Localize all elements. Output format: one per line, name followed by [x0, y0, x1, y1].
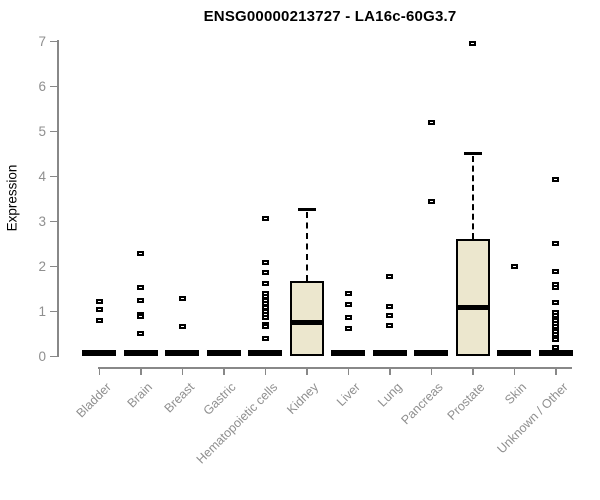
outlier-point [178, 296, 186, 302]
x-category-label: Bladder [73, 380, 114, 421]
whisker [471, 155, 474, 239]
y-tick-label: 1 [38, 303, 46, 319]
outlier-point [261, 270, 269, 276]
y-axis-line [57, 40, 59, 357]
outlier-point [261, 314, 269, 320]
y-tick [50, 355, 57, 357]
median-line [455, 304, 490, 310]
box [455, 239, 490, 356]
y-tick [50, 40, 57, 42]
y-tick [50, 130, 57, 132]
chart-title: ENSG00000213727 - LA16c-60G3.7 [203, 8, 457, 25]
outlier-point [386, 304, 393, 309]
y-tick-label: 3 [38, 213, 46, 229]
outlier-point [261, 336, 269, 342]
outlier-point [344, 301, 352, 307]
y-tick [50, 220, 57, 222]
x-category-label: Breast [161, 380, 197, 416]
outlier-point [386, 323, 393, 329]
y-tick-label: 6 [38, 78, 46, 94]
outlier-point [95, 317, 103, 323]
x-category-label: Lung [374, 380, 405, 410]
y-tick [50, 85, 57, 87]
outlier-point [552, 176, 559, 182]
y-tick [50, 310, 57, 312]
outlier-point [261, 259, 269, 265]
outlier-point [427, 198, 435, 204]
x-category-label: Skin [501, 380, 529, 408]
outlier-point [137, 297, 144, 303]
outlier-point [261, 324, 269, 330]
x-tick [98, 367, 100, 375]
x-tick [347, 367, 349, 375]
outlier-point [95, 307, 103, 313]
y-tick [50, 265, 57, 267]
zero-bar [123, 350, 158, 356]
outlier-point [261, 216, 269, 222]
outlier-point [427, 120, 435, 126]
median-line [289, 319, 324, 325]
whisker-cap [297, 208, 316, 212]
x-tick [513, 367, 515, 375]
x-tick [264, 367, 266, 375]
outlier-point [344, 325, 352, 331]
x-category-label: Gastric [200, 380, 239, 418]
whisker-cap [463, 152, 482, 155]
outlier-point [552, 344, 559, 350]
y-tick-label: 5 [38, 123, 46, 139]
x-tick [140, 367, 142, 375]
x-tick [306, 367, 308, 375]
x-category-label: Liver [333, 380, 363, 410]
outlier-point [386, 313, 393, 318]
y-tick-label: 4 [38, 168, 46, 184]
outlier-point [510, 264, 518, 270]
y-tick-label: 2 [38, 258, 46, 274]
x-category-label: Unknown / Other [494, 380, 571, 457]
y-tick [50, 175, 57, 177]
outlier-point [137, 285, 144, 291]
outlier-point [552, 300, 559, 306]
y-tick-label: 7 [38, 33, 46, 49]
outlier-point [386, 274, 393, 280]
outlier-point [552, 269, 559, 275]
zero-bar [497, 350, 531, 356]
zero-bar [165, 350, 199, 356]
zero-bar [331, 350, 365, 356]
zero-bar [206, 350, 241, 356]
zero-bar [82, 350, 116, 356]
outlier-point [95, 298, 103, 304]
zero-bar [538, 350, 573, 356]
box [289, 280, 324, 356]
outlier-point [178, 324, 186, 330]
outlier-point [469, 40, 476, 46]
outlier-point [344, 314, 352, 320]
x-tick [223, 367, 225, 375]
whisker [305, 211, 308, 281]
outlier-point [137, 313, 144, 319]
x-tick [472, 367, 474, 375]
outlier-point [344, 290, 352, 296]
zero-bar [248, 350, 282, 356]
outlier-point [552, 285, 559, 291]
y-tick-label: 0 [38, 348, 46, 364]
outlier-point [261, 280, 269, 286]
zero-bar [372, 350, 407, 356]
x-tick [430, 367, 432, 375]
outlier-point [552, 241, 559, 247]
outlier-point [137, 250, 144, 256]
x-category-label: Prostate [444, 380, 488, 423]
x-category-label: Brain [124, 380, 156, 411]
x-tick [181, 367, 183, 375]
x-tick [555, 367, 557, 375]
x-category-label: Hematopoietic cells [193, 380, 280, 467]
x-category-label: Pancreas [398, 380, 446, 428]
outlier-point [552, 337, 559, 343]
outlier-point [137, 331, 144, 336]
x-category-label: Kidney [284, 380, 322, 417]
x-axis-line [98, 367, 572, 369]
zero-bar [414, 350, 448, 356]
x-tick [389, 367, 391, 375]
